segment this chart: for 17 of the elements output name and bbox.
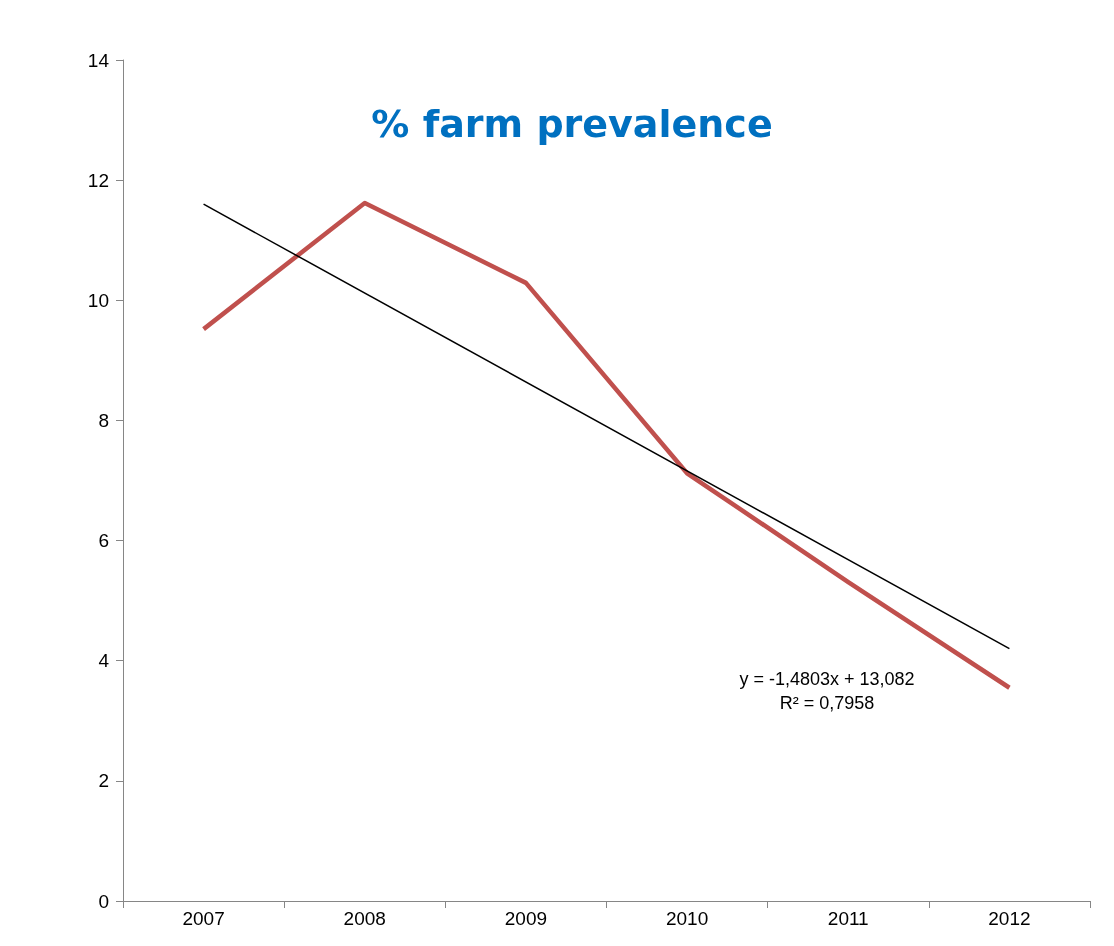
text: % farm prevalence	[371, 102, 773, 146]
y-tick-label: 2	[98, 770, 109, 792]
x-tick-label: 2011	[827, 908, 869, 929]
y-tick-label: 14	[87, 49, 110, 71]
y-tick-label: 10	[87, 289, 109, 311]
y-tick-label: 0	[98, 890, 109, 912]
x-tick-label: 2012	[988, 908, 1031, 929]
y-tick-label: 8	[98, 409, 109, 431]
annotation: y = -1,4803x + 13,082	[739, 669, 915, 689]
x-tick-label: 2008	[343, 908, 386, 929]
x-tick-label: 2010	[665, 908, 709, 929]
y-tick-label: 6	[98, 530, 109, 552]
x-tick-label: 2007	[182, 908, 225, 929]
y-tick-label: 4	[98, 650, 110, 672]
x-tick-label: 2009	[504, 908, 548, 929]
y-tick-label: 12	[87, 169, 109, 191]
annotation: R² = 0,7958	[779, 693, 875, 713]
